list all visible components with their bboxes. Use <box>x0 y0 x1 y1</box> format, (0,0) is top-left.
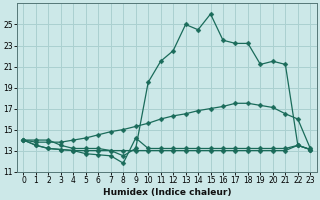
X-axis label: Humidex (Indice chaleur): Humidex (Indice chaleur) <box>103 188 231 197</box>
